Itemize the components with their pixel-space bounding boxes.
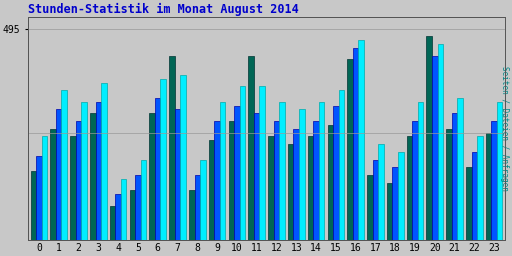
Bar: [313, 121, 319, 256]
Bar: [70, 136, 76, 256]
Bar: [209, 140, 215, 256]
Bar: [121, 179, 126, 256]
Bar: [115, 194, 121, 256]
Bar: [160, 79, 166, 256]
Bar: [452, 113, 457, 256]
Bar: [81, 102, 87, 256]
Bar: [96, 102, 101, 256]
Bar: [398, 152, 403, 256]
Bar: [130, 190, 135, 256]
Bar: [407, 136, 412, 256]
Bar: [175, 110, 180, 256]
Bar: [279, 102, 285, 256]
Bar: [373, 159, 378, 256]
Bar: [155, 98, 160, 256]
Y-axis label: Seiten / Dateien / Anfragen: Seiten / Dateien / Anfragen: [500, 66, 509, 191]
Bar: [110, 206, 115, 256]
Bar: [240, 86, 245, 256]
Bar: [200, 159, 206, 256]
Bar: [36, 156, 41, 256]
Bar: [56, 110, 61, 256]
Bar: [169, 56, 175, 256]
Bar: [189, 190, 195, 256]
Bar: [76, 121, 81, 256]
Bar: [215, 121, 220, 256]
Bar: [392, 167, 398, 256]
Bar: [466, 167, 472, 256]
Bar: [101, 82, 106, 256]
Bar: [492, 121, 497, 256]
Bar: [387, 183, 392, 256]
Bar: [418, 102, 423, 256]
Bar: [150, 113, 155, 256]
Bar: [180, 75, 186, 256]
Bar: [90, 113, 96, 256]
Bar: [347, 59, 353, 256]
Bar: [41, 136, 47, 256]
Bar: [141, 159, 146, 256]
Bar: [367, 175, 373, 256]
Bar: [486, 133, 492, 256]
Text: Stunden-Statistik im Monat August 2014: Stunden-Statistik im Monat August 2014: [28, 3, 299, 16]
Bar: [248, 56, 254, 256]
Bar: [268, 136, 274, 256]
Bar: [299, 110, 305, 256]
Bar: [234, 106, 240, 256]
Bar: [353, 48, 358, 256]
Bar: [220, 102, 225, 256]
Bar: [61, 90, 67, 256]
Bar: [477, 136, 483, 256]
Bar: [472, 152, 477, 256]
Bar: [378, 144, 383, 256]
Bar: [293, 129, 299, 256]
Bar: [438, 44, 443, 256]
Bar: [319, 102, 324, 256]
Bar: [358, 40, 364, 256]
Bar: [308, 136, 313, 256]
Bar: [446, 129, 452, 256]
Bar: [195, 175, 200, 256]
Bar: [432, 56, 438, 256]
Bar: [426, 36, 432, 256]
Bar: [135, 175, 141, 256]
Bar: [497, 102, 502, 256]
Bar: [288, 144, 293, 256]
Bar: [412, 121, 418, 256]
Bar: [254, 113, 260, 256]
Bar: [333, 106, 338, 256]
Bar: [228, 121, 234, 256]
Bar: [50, 129, 56, 256]
Bar: [338, 90, 344, 256]
Bar: [260, 86, 265, 256]
Bar: [328, 125, 333, 256]
Bar: [31, 171, 36, 256]
Bar: [457, 98, 463, 256]
Bar: [274, 121, 279, 256]
